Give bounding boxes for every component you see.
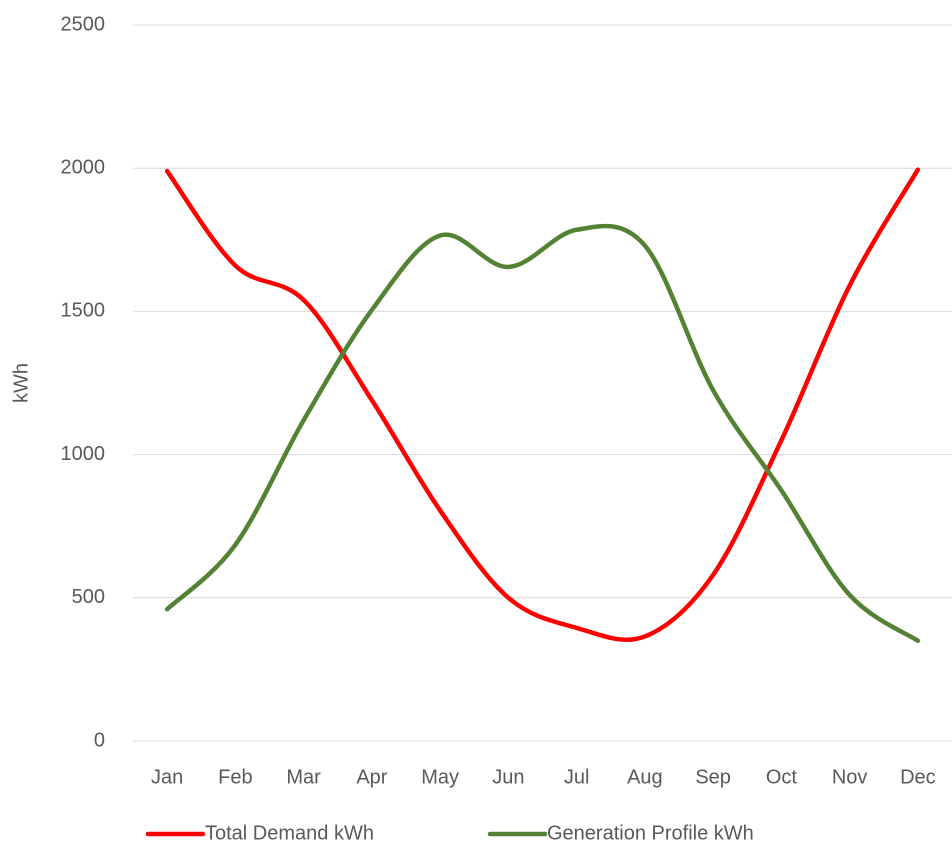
y-tick-label: 0 — [94, 729, 105, 751]
x-tick-label: Jun — [492, 766, 524, 788]
x-tick-label: Mar — [286, 766, 321, 788]
y-axis-label: kWh — [10, 363, 32, 403]
legend-label: Total Demand kWh — [205, 822, 374, 844]
x-tick-label: Oct — [766, 766, 798, 788]
legend-label: Generation Profile kWh — [547, 822, 754, 844]
series-line — [164, 167, 921, 642]
y-tick-label: 1000 — [61, 443, 106, 465]
x-tick-label: May — [421, 766, 459, 788]
x-tick-label: Feb — [218, 766, 252, 788]
y-tick-label: 2500 — [61, 13, 106, 35]
x-tick-label: Aug — [627, 766, 663, 788]
x-tick-label: Jan — [151, 766, 183, 788]
x-tick-label: Apr — [356, 766, 387, 788]
x-tick-label: Nov — [832, 766, 868, 788]
y-tick-label: 500 — [72, 586, 105, 608]
series-line — [164, 223, 921, 644]
x-tick-label: Dec — [900, 766, 936, 788]
x-tick-label: Jul — [564, 766, 590, 788]
x-tick-label: Sep — [695, 766, 731, 788]
y-tick-label: 1500 — [61, 300, 106, 322]
y-tick-label: 2000 — [61, 156, 106, 178]
